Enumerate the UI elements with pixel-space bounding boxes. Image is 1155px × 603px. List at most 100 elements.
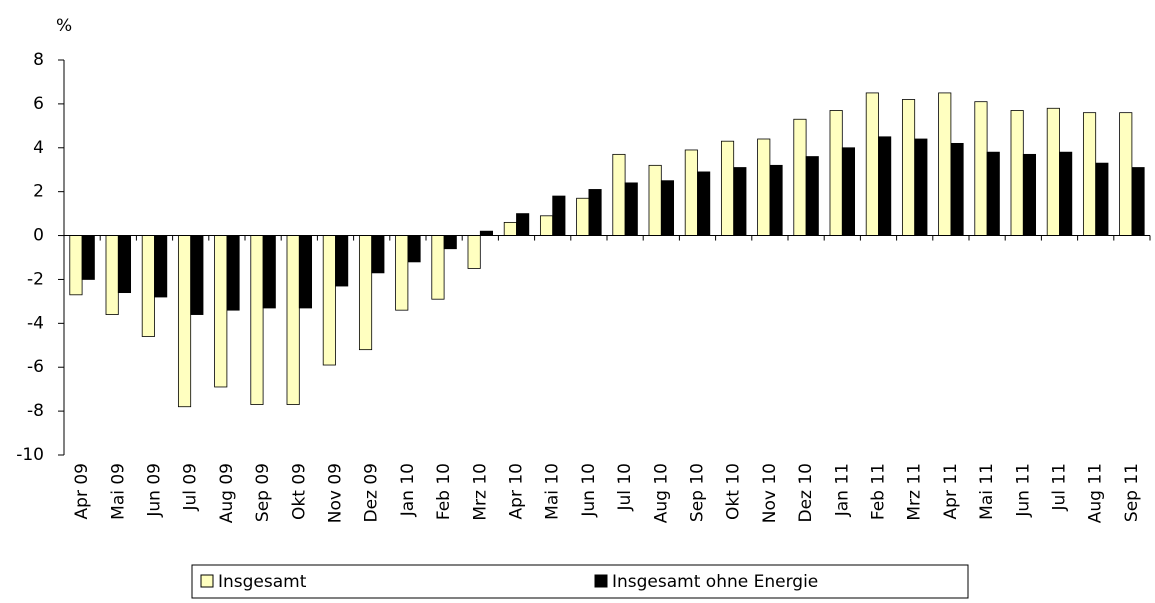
legend-label: Insgesamt [218, 572, 307, 592]
x-tick-label: Okt 10 [724, 463, 744, 520]
y-tick-label: 2 [33, 182, 44, 202]
bar [805, 156, 819, 236]
bar [443, 235, 457, 250]
x-tick-label: Aug 11 [1086, 463, 1106, 523]
bar [612, 153, 626, 236]
x-tick-label: Aug 10 [651, 463, 671, 523]
bar [878, 136, 892, 236]
bar [1059, 151, 1073, 236]
x-tick-label: Aug 09 [217, 463, 237, 523]
bar [262, 235, 276, 309]
bar [322, 235, 336, 366]
bar [250, 235, 264, 405]
bar [371, 235, 385, 274]
y-tick-label: -2 [27, 269, 44, 289]
x-tick-label: Jul 10 [615, 463, 635, 512]
bar [684, 149, 698, 236]
bar [298, 235, 313, 309]
bar [757, 138, 771, 236]
bar [1119, 112, 1133, 236]
x-tick-label: Nov 10 [760, 463, 780, 523]
bar [407, 235, 421, 263]
bar [214, 235, 228, 388]
bar [660, 180, 675, 236]
x-tick-label: Dez 10 [796, 463, 816, 523]
x-tick-label: Jul 09 [181, 463, 201, 512]
bar [286, 235, 300, 405]
bar [226, 235, 240, 311]
y-tick-label: 8 [33, 50, 44, 70]
y-tick-label: 4 [33, 138, 44, 158]
bar [624, 182, 638, 236]
x-tick-label: Dez 09 [362, 463, 382, 523]
bar [69, 235, 83, 296]
bar [1131, 167, 1145, 236]
y-tick-label: -10 [16, 445, 44, 465]
x-tick-label: Apr 09 [72, 463, 92, 519]
bar [503, 221, 517, 236]
x-tick-label: Jun 09 [145, 463, 165, 518]
y-tick-label: -8 [27, 401, 44, 421]
bar [697, 171, 711, 236]
bar [431, 235, 445, 300]
bar [720, 140, 735, 236]
bar [588, 189, 602, 236]
bar [974, 101, 988, 236]
x-tick-label: Jan 10 [398, 463, 418, 517]
bar [841, 147, 856, 236]
bar [576, 197, 590, 236]
x-tick-label: Mai 09 [108, 463, 128, 520]
x-tick-label: Mrz 10 [470, 463, 490, 521]
x-tick-label: Feb 10 [434, 463, 454, 520]
bar [358, 235, 373, 351]
bar [829, 110, 843, 236]
x-tick-label: Jun 11 [1013, 463, 1033, 518]
x-tick-label: Jul 11 [1050, 463, 1070, 512]
x-tick-label: Mai 10 [543, 463, 563, 520]
bar [1046, 107, 1060, 236]
bar [479, 230, 494, 236]
y-tick-label: -4 [27, 313, 44, 333]
bar [865, 92, 879, 236]
x-tick-label: Apr 11 [941, 463, 961, 519]
x-tick-label: Sep 10 [688, 463, 708, 522]
bar [938, 92, 952, 236]
legend-label: Insgesamt ohne Energie [612, 572, 818, 592]
bar [1082, 112, 1097, 236]
bar [467, 235, 481, 269]
x-tick-label: Feb 11 [869, 463, 889, 520]
bar [1010, 110, 1024, 236]
x-tick-label: Sep 11 [1122, 463, 1142, 522]
legend-swatch [594, 574, 608, 588]
bar [539, 215, 554, 236]
x-tick-label: Mrz 11 [905, 463, 925, 521]
bar [154, 235, 168, 298]
bar [1095, 162, 1109, 236]
bar [190, 235, 204, 315]
bar [552, 195, 566, 236]
x-tick-label: Mai 11 [977, 463, 997, 520]
bar [914, 138, 928, 236]
bar [141, 235, 155, 337]
bar [733, 167, 747, 236]
x-tick-label: Nov 09 [326, 463, 346, 523]
legend-box [191, 564, 969, 599]
x-tick-label: Okt 09 [289, 463, 309, 520]
bar [395, 235, 409, 311]
x-tick-label: Jan 11 [832, 463, 852, 517]
y-tick-label: 0 [33, 226, 44, 246]
bar [769, 164, 783, 236]
bar [335, 235, 349, 287]
bar [901, 99, 916, 236]
bar [950, 142, 964, 236]
bar [793, 118, 807, 236]
bar [117, 235, 132, 294]
y-axis-label: % [56, 16, 72, 36]
x-tick-label: Jun 10 [579, 463, 599, 518]
bar [986, 151, 1000, 236]
y-tick-label: 6 [33, 94, 44, 114]
bar [1022, 153, 1037, 236]
x-tick-label: Sep 09 [253, 463, 273, 522]
bar [81, 235, 95, 280]
